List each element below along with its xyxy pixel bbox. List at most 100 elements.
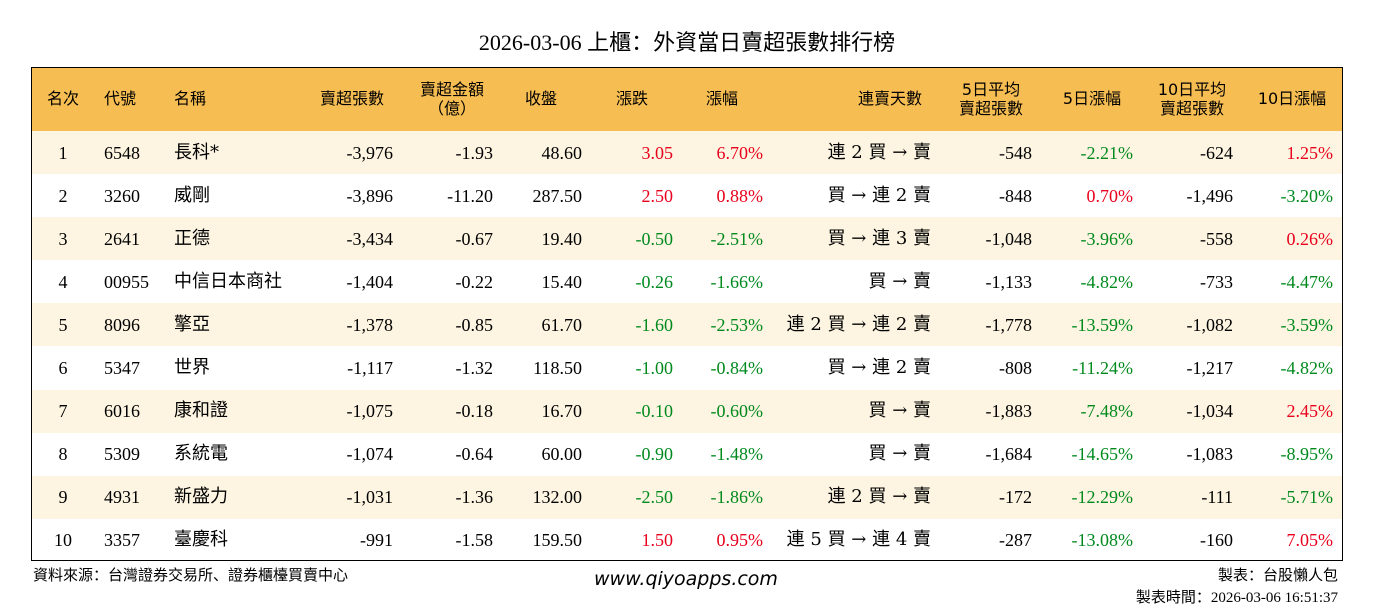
cell: 19.40 <box>541 228 583 249</box>
cell: -1,083 <box>1186 444 1234 465</box>
header-row <box>32 68 1342 131</box>
cell: -0.60% <box>710 401 764 422</box>
cell: 8 <box>58 444 68 465</box>
header-cell: 漲跌 <box>615 89 648 108</box>
cell: -1,133 <box>985 271 1033 292</box>
header-cell: 5日漲幅 <box>1062 89 1122 108</box>
cell: 中信日本商社 <box>174 270 282 292</box>
cell: 6548 <box>104 142 140 163</box>
cell: -111 <box>1201 487 1233 508</box>
cell: -1.66% <box>710 271 764 292</box>
footer-site: www.qiyoapps.com <box>594 568 778 590</box>
cell: -0.84% <box>710 358 764 378</box>
cell: -11.24% <box>1072 358 1133 378</box>
cell: -1.00 <box>635 358 674 378</box>
cell: 48.60 <box>541 142 583 163</box>
cell: 60.00 <box>541 444 583 465</box>
cell: 買 → 連 3 賣 <box>827 227 931 249</box>
cell: -1,496 <box>1186 185 1234 206</box>
cell: 正德 <box>174 227 210 249</box>
header-cell: 收盤 <box>524 89 557 108</box>
cell: -4.82% <box>1080 271 1134 292</box>
row-stripe <box>32 131 1342 175</box>
cell: 5 <box>58 314 68 335</box>
cell: -1,048 <box>985 228 1033 249</box>
cell: -1.60 <box>635 314 674 335</box>
header-cell: 連賣天數 <box>857 89 922 108</box>
cell: 康和證 <box>174 400 228 422</box>
cell: 擎亞 <box>174 313 210 335</box>
cell: 2641 <box>104 228 140 249</box>
cell: 7.05% <box>1286 530 1334 551</box>
cell: 4931 <box>104 487 140 508</box>
cell: -8.95% <box>1280 444 1334 465</box>
cell: 買 → 連 2 賣 <box>827 184 931 206</box>
cell: -14.65% <box>1071 444 1134 465</box>
cell: -0.67 <box>455 228 494 249</box>
cell: 連 5 買 → 連 4 賣 <box>786 529 931 551</box>
cell: -0.90 <box>635 444 674 465</box>
cell: 5309 <box>104 444 140 465</box>
footer-maker: 製表：台股懶人包 <box>1217 568 1338 584</box>
cell: 9 <box>58 487 68 508</box>
cell: -1.86% <box>710 487 764 508</box>
cell: -3,976 <box>346 142 394 163</box>
cell: -624 <box>1200 142 1233 163</box>
cell: -733 <box>1200 271 1233 292</box>
cell: -1,404 <box>346 271 394 292</box>
cell: 0.26% <box>1286 228 1334 249</box>
cell: -1,778 <box>985 314 1033 335</box>
cell: 威剛 <box>174 184 210 206</box>
cell: 5347 <box>104 358 140 378</box>
cell: -160 <box>1200 530 1233 551</box>
cell: 1.50 <box>641 530 674 551</box>
cell: -1,074 <box>346 444 394 465</box>
cell: -4.47% <box>1280 271 1334 292</box>
cell: -3.96% <box>1080 228 1134 249</box>
cell: -1,217 <box>1186 358 1234 378</box>
cell: 10 <box>54 530 72 551</box>
cell: -11.20 <box>447 185 493 206</box>
cell: -2.21% <box>1080 142 1134 163</box>
cell: 連 2 買 → 賣 <box>827 486 931 508</box>
footer-source: 資料來源：台灣證券交易所、證券櫃檯買賣中心 <box>33 568 349 584</box>
cell: -2.53% <box>710 314 764 335</box>
cell: 連 2 買 → 連 2 賣 <box>786 313 931 335</box>
cell: 長科* <box>174 141 219 163</box>
cell: -0.64 <box>455 444 494 465</box>
cell: -0.85 <box>455 314 494 335</box>
cell: 0.70% <box>1086 185 1134 206</box>
row-stripe <box>32 475 1342 519</box>
cell: -7.48% <box>1080 401 1134 422</box>
cell: 2 <box>58 185 68 206</box>
cell: 系統電 <box>174 443 228 465</box>
cell: 買 → 連 2 賣 <box>827 357 931 378</box>
cell: 1.25% <box>1286 142 1334 163</box>
cell: 連 2 買 → 賣 <box>827 141 931 163</box>
cell: -1,034 <box>1186 401 1234 422</box>
header-cell: 10日漲幅 <box>1257 89 1327 108</box>
cell: -808 <box>999 358 1032 378</box>
header-cell: 賣超張數 <box>958 99 1023 118</box>
cell: 3357 <box>104 530 140 551</box>
header-cell: 5日平均 <box>961 80 1021 99</box>
header-cell: 10日平均 <box>1157 80 1227 99</box>
cell: 16.70 <box>541 401 583 422</box>
cell: 3260 <box>104 185 140 206</box>
header-cell: 名次 <box>46 89 79 108</box>
cell: -1.93 <box>455 142 494 163</box>
table: 名次 代號 名稱 賣超張數 賣超金額 （億） 收盤 漲跌 漲幅 連賣天數 5日平均 賣超張數 5日漲幅 1… <box>31 67 1343 561</box>
cell: 新盛力 <box>174 486 228 508</box>
cell: -5.71% <box>1280 487 1334 508</box>
cell: 買 → 賣 <box>868 400 931 422</box>
cell: 7 <box>58 401 68 422</box>
cell: -1,075 <box>346 401 394 422</box>
row-stripe <box>32 217 1342 261</box>
cell: -12.29% <box>1071 487 1134 508</box>
header-cell: （億） <box>427 99 476 118</box>
cell: -2.50 <box>635 487 674 508</box>
cell: -1,378 <box>346 314 394 335</box>
cell: 4 <box>58 271 68 292</box>
cell: 3 <box>58 228 68 249</box>
